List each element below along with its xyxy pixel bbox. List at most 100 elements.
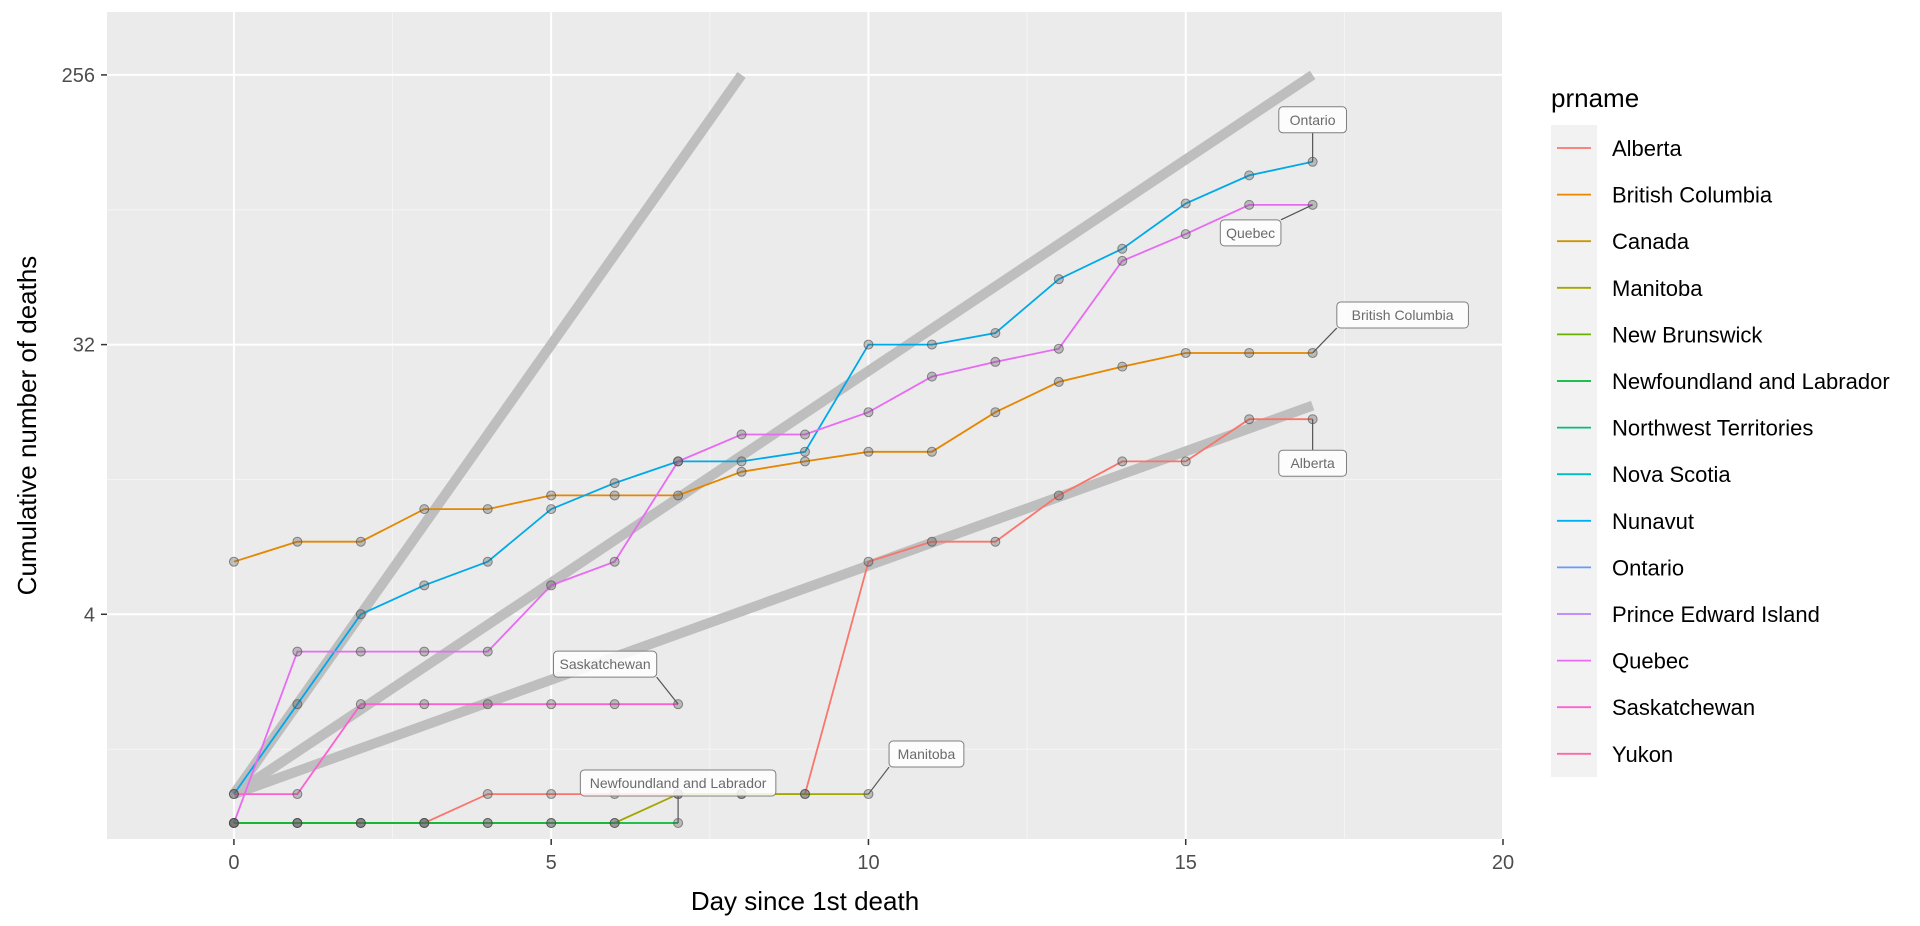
callout-label: Saskatchewan bbox=[560, 656, 651, 672]
series-line bbox=[233, 203, 1313, 824]
data-point bbox=[292, 536, 303, 547]
data-point bbox=[355, 646, 366, 657]
data-point bbox=[292, 817, 303, 828]
legend-label: Nunavut bbox=[1612, 509, 1694, 534]
data-point bbox=[546, 504, 557, 515]
data-point bbox=[228, 817, 239, 828]
minor-grid bbox=[107, 12, 1503, 839]
data-point bbox=[482, 699, 493, 710]
data-point bbox=[419, 699, 430, 710]
y-tick-label: 32 bbox=[73, 335, 95, 357]
callout-label: Ontario bbox=[1290, 112, 1336, 128]
data-point bbox=[1117, 243, 1128, 254]
data-point bbox=[1053, 376, 1064, 387]
callout-box bbox=[1219, 219, 1282, 247]
legend-label: Quebec bbox=[1612, 649, 1689, 674]
callout-label: British Columbia bbox=[1352, 307, 1454, 323]
data-point bbox=[926, 536, 937, 547]
data-point bbox=[863, 407, 874, 418]
data-point bbox=[609, 490, 620, 501]
data-point bbox=[1180, 229, 1191, 240]
legend-label: Nova Scotia bbox=[1612, 462, 1731, 487]
data-point bbox=[926, 446, 937, 457]
x-axis-ticks: 0 5 10 15 20 bbox=[228, 839, 1514, 874]
data-point bbox=[546, 580, 557, 591]
x-tick-label: 15 bbox=[1175, 852, 1197, 874]
callout-connector bbox=[1280, 204, 1313, 221]
callout-connector bbox=[656, 676, 679, 705]
series-line bbox=[233, 160, 1313, 795]
data-point bbox=[990, 356, 1001, 367]
data-point bbox=[990, 327, 1001, 338]
data-point bbox=[1053, 343, 1064, 354]
legend-label: New Brunswick bbox=[1612, 322, 1763, 347]
data-point bbox=[990, 536, 1001, 547]
legend-label: Northwest Territories bbox=[1612, 416, 1813, 441]
data-point bbox=[800, 429, 810, 440]
major-grid bbox=[107, 12, 1504, 839]
x-tick-label: 20 bbox=[1492, 852, 1514, 874]
data-point bbox=[736, 466, 747, 477]
data-point bbox=[609, 478, 620, 489]
data-point bbox=[863, 556, 874, 567]
series-line bbox=[233, 352, 1313, 563]
data-point bbox=[609, 699, 620, 710]
data-point bbox=[1117, 456, 1128, 467]
data-point bbox=[419, 817, 430, 828]
legend: prname Alberta British Columbia Canada Mani… bbox=[1551, 83, 1890, 777]
data-point bbox=[419, 580, 430, 591]
data-point bbox=[800, 789, 810, 800]
data-point bbox=[546, 789, 557, 800]
data-point bbox=[228, 789, 239, 800]
legend-title: prname bbox=[1551, 83, 1639, 113]
data-point bbox=[228, 556, 239, 567]
data-point bbox=[990, 407, 1001, 418]
data-point bbox=[546, 490, 557, 501]
data-point bbox=[419, 646, 430, 657]
callout-label: Quebec bbox=[1226, 225, 1275, 241]
legend-label: British Columbia bbox=[1612, 183, 1773, 208]
callout-box bbox=[1278, 449, 1347, 477]
callout-label: Alberta bbox=[1290, 455, 1335, 471]
data-point bbox=[1117, 255, 1128, 266]
data-point bbox=[355, 699, 366, 710]
legend-key-background bbox=[1551, 125, 1597, 777]
data-point bbox=[482, 646, 493, 657]
data-point bbox=[1180, 198, 1191, 209]
x-tick-label: 5 bbox=[546, 852, 557, 874]
legend-label: Prince Edward Island bbox=[1612, 602, 1820, 627]
legend-label: Newfoundland and Labrador bbox=[1612, 369, 1890, 394]
data-point bbox=[419, 504, 430, 515]
data-point bbox=[355, 817, 366, 828]
data-point bbox=[863, 446, 874, 457]
data-point bbox=[1244, 347, 1255, 358]
data-point bbox=[673, 490, 684, 501]
legend-label: Alberta bbox=[1612, 136, 1682, 161]
legend-label: Canada bbox=[1612, 229, 1690, 254]
data-point bbox=[546, 817, 557, 828]
data-point bbox=[292, 789, 303, 800]
data-point bbox=[292, 646, 303, 657]
data-point bbox=[546, 699, 557, 710]
data-point bbox=[863, 339, 874, 350]
series-points bbox=[228, 156, 1318, 828]
data-point bbox=[482, 789, 493, 800]
data-point bbox=[482, 504, 493, 515]
data-point bbox=[1244, 414, 1255, 425]
data-point bbox=[926, 339, 937, 350]
callout-box bbox=[1278, 106, 1347, 134]
data-point bbox=[609, 817, 620, 828]
data-point bbox=[355, 609, 366, 620]
legend-label: Yukon bbox=[1612, 742, 1673, 767]
callout-box bbox=[888, 740, 965, 768]
reference-trend-line bbox=[232, 400, 1315, 799]
data-point bbox=[1053, 490, 1064, 501]
data-point bbox=[736, 456, 747, 467]
data-point bbox=[292, 699, 303, 710]
data-point bbox=[355, 536, 366, 547]
callout-box bbox=[552, 650, 658, 678]
data-point bbox=[1180, 347, 1191, 358]
legend-label: Ontario bbox=[1612, 555, 1684, 580]
y-tick-label: 256 bbox=[62, 65, 95, 87]
